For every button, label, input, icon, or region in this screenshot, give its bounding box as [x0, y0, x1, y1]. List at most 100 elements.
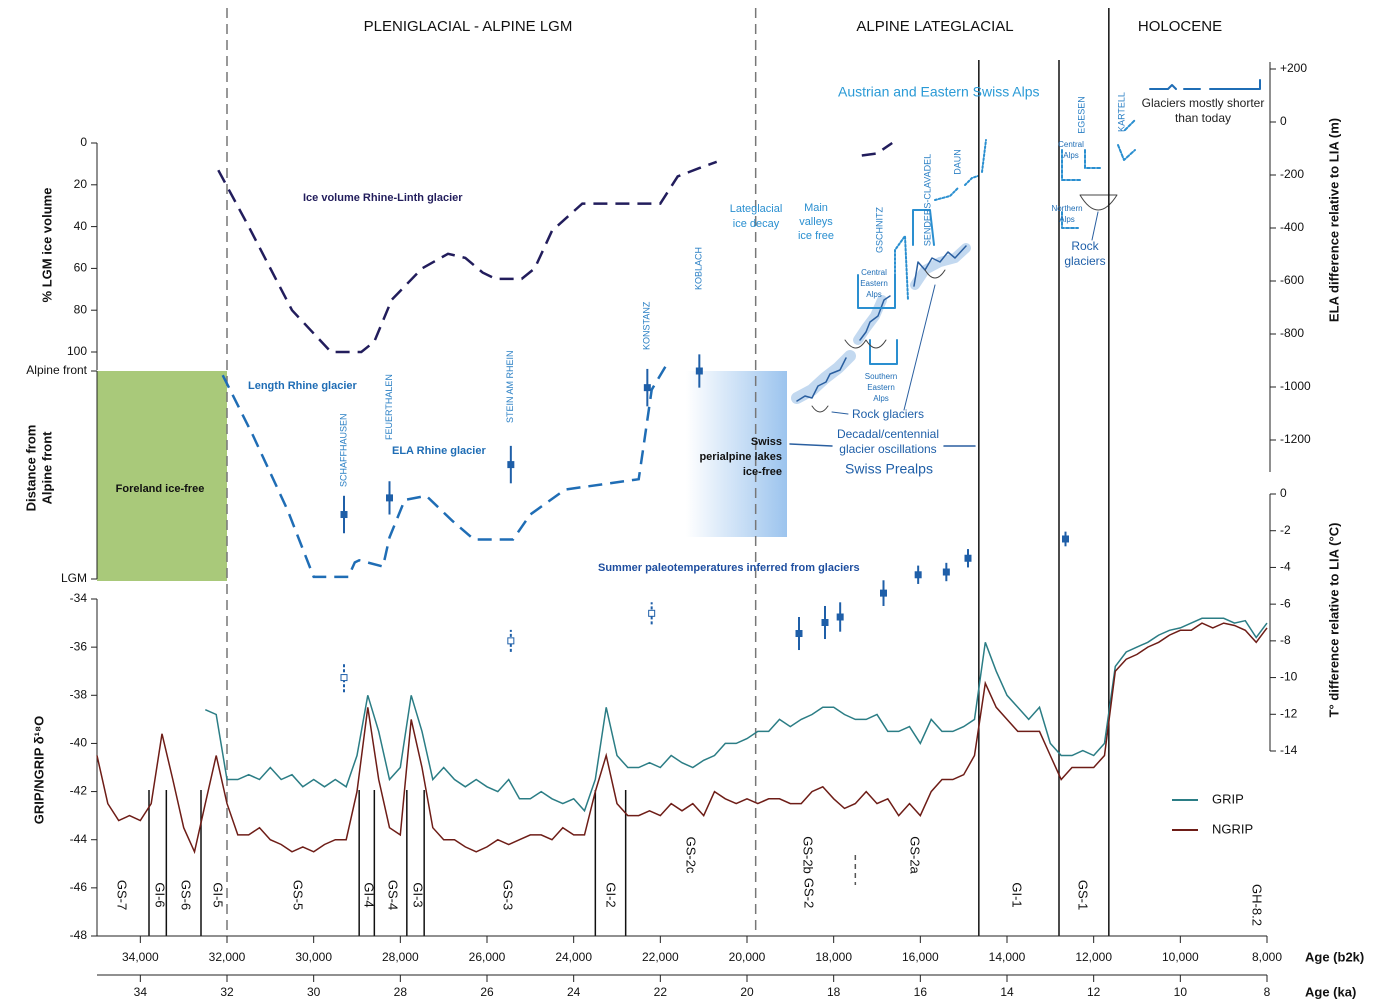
y-tick-label: -12 [1280, 706, 1298, 720]
event-label: GH-8.2 [1250, 884, 1265, 926]
x-tick-label: 8 [1264, 985, 1271, 999]
y-tick-label: -800 [1280, 326, 1304, 340]
event-label: GS-7 [115, 880, 130, 910]
point [965, 555, 971, 561]
annotation: Length Rhine glacier [248, 380, 358, 392]
annotation: Lateglacial [730, 203, 783, 215]
x-tick-label: 12 [1087, 985, 1101, 999]
annotation: Eastern [860, 279, 888, 288]
annotation: Austrian and Eastern Swiss Alps [838, 84, 1040, 100]
halo [858, 300, 882, 340]
x-tick-label: 16,000 [902, 950, 939, 964]
x-tick-label: 18 [827, 985, 841, 999]
site-label: KONSTANZ [642, 301, 652, 350]
halo [797, 356, 850, 398]
annotation: perialpine lakes [699, 451, 782, 463]
y-axis-title: ELA difference relative to LIA (m) [1326, 118, 1341, 322]
event-label: GS-4 [386, 880, 401, 910]
annotation: Ice volume Rhine-Linth glacier [303, 192, 463, 204]
x-tick-label: 26,000 [469, 950, 506, 964]
event-label: GI-3 [411, 882, 426, 907]
site-label: KOBLACH [694, 247, 704, 290]
x-tick-label: 26 [480, 985, 494, 999]
x-tick-label: 28 [394, 985, 408, 999]
legend-label: GRIP [1212, 791, 1244, 806]
y-tick-label: +200 [1280, 61, 1307, 75]
point [644, 385, 650, 391]
x-tick-label: 22 [654, 985, 668, 999]
y-tick-label: -34 [70, 591, 88, 605]
point [387, 495, 393, 501]
x-tick-label: 14,000 [989, 950, 1026, 964]
annotation: glaciers [1064, 254, 1105, 268]
annotation: ice free [798, 230, 834, 242]
y-tick-label: 0 [1280, 486, 1287, 500]
rock-glacier-icon [1080, 195, 1117, 210]
annotation: Alps [866, 290, 882, 299]
y-tick-label: -8 [1280, 633, 1291, 647]
annotation: Glaciers mostly shorter [1142, 96, 1265, 110]
annotation: valleys [799, 216, 833, 228]
annotation: DAUN [952, 149, 962, 175]
x-tick-label: 24,000 [555, 950, 592, 964]
y-axis-title: Distance from [23, 425, 38, 512]
y-axis-title: GRIP/NGRIP δ¹⁸O [31, 716, 46, 824]
y-tick-label: 0 [80, 135, 87, 149]
point [649, 610, 655, 616]
annotation: EGESEN [1076, 96, 1086, 134]
series-line [205, 618, 1267, 811]
x-tick-label: 32 [220, 985, 234, 999]
annotation: SENDERS-CLAVADEL [922, 154, 932, 246]
annotation: Main [804, 202, 828, 214]
y-tick-label: -14 [1280, 743, 1298, 757]
site-label: STEIN AM RHEIN [505, 350, 515, 423]
y-tick-label: -10 [1280, 670, 1298, 684]
x-tick-label: 16 [914, 985, 928, 999]
annotation: Alps [873, 394, 889, 403]
y-axis-title: Alpine front [39, 431, 54, 505]
y-tick-label: -1200 [1280, 432, 1311, 446]
site-label: SCHAFFHAUSEN [338, 413, 348, 487]
x-tick-label: 18,000 [815, 950, 852, 964]
x-tick-label: 20,000 [729, 950, 766, 964]
annotation: ELA Rhine glacier [392, 445, 486, 457]
event-label: GS-3 [501, 880, 516, 910]
event-label: GS-2 [802, 878, 817, 908]
y-tick-label: -2 [1280, 523, 1291, 537]
period-label: PLENIGLACIAL - ALPINE LGM [364, 18, 573, 35]
annotation: Rock [1071, 239, 1099, 253]
x-tick-label: 20 [740, 985, 754, 999]
x-tick-label: 34 [134, 985, 148, 999]
x-axis-title: Age (ka) [1305, 984, 1356, 999]
y-tick-label: -40 [70, 736, 88, 750]
y-tick-label: 100 [67, 344, 87, 358]
y-tick-label: -46 [70, 880, 88, 894]
y-tick-label: 20 [74, 177, 88, 191]
y-tick-label: 40 [74, 219, 88, 233]
y-axis-title: T° difference relative to LIA (°C) [1326, 523, 1341, 718]
x-tick-label: 14 [1000, 985, 1014, 999]
point [943, 569, 949, 575]
y-tick-label: -36 [70, 639, 88, 653]
y-axis-title: % LGM ice volume [39, 188, 54, 303]
x-axis-title: Age (b2k) [1305, 949, 1364, 964]
annotation: Central [1058, 140, 1084, 149]
y-tick-label: -1000 [1280, 379, 1311, 393]
y-tick-label: -6 [1280, 596, 1291, 610]
period-label: HOLOCENE [1138, 18, 1222, 35]
legend-label: NGRIP [1212, 821, 1253, 836]
x-tick-label: 24 [567, 985, 581, 999]
annotation: Decadal/centennial [837, 427, 939, 441]
series-line [97, 623, 1267, 852]
point [341, 512, 347, 518]
point [796, 631, 802, 637]
x-tick-label: 34,000 [122, 950, 159, 964]
annotation: ice decay [733, 218, 780, 230]
event-label: GS-6 [179, 880, 194, 910]
y-tick-label: 80 [74, 302, 88, 316]
series-line [223, 361, 669, 577]
x-tick-label: 10,000 [1162, 950, 1199, 964]
annotation: GSCHNITZ [874, 207, 884, 254]
y-tick-label: -4 [1280, 560, 1291, 574]
series-line [218, 143, 892, 352]
